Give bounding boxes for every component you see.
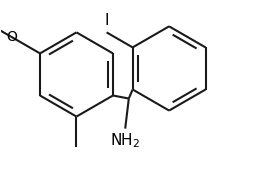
- Text: O: O: [7, 30, 18, 43]
- Text: NH$_2$: NH$_2$: [110, 131, 140, 150]
- Text: I: I: [104, 13, 109, 28]
